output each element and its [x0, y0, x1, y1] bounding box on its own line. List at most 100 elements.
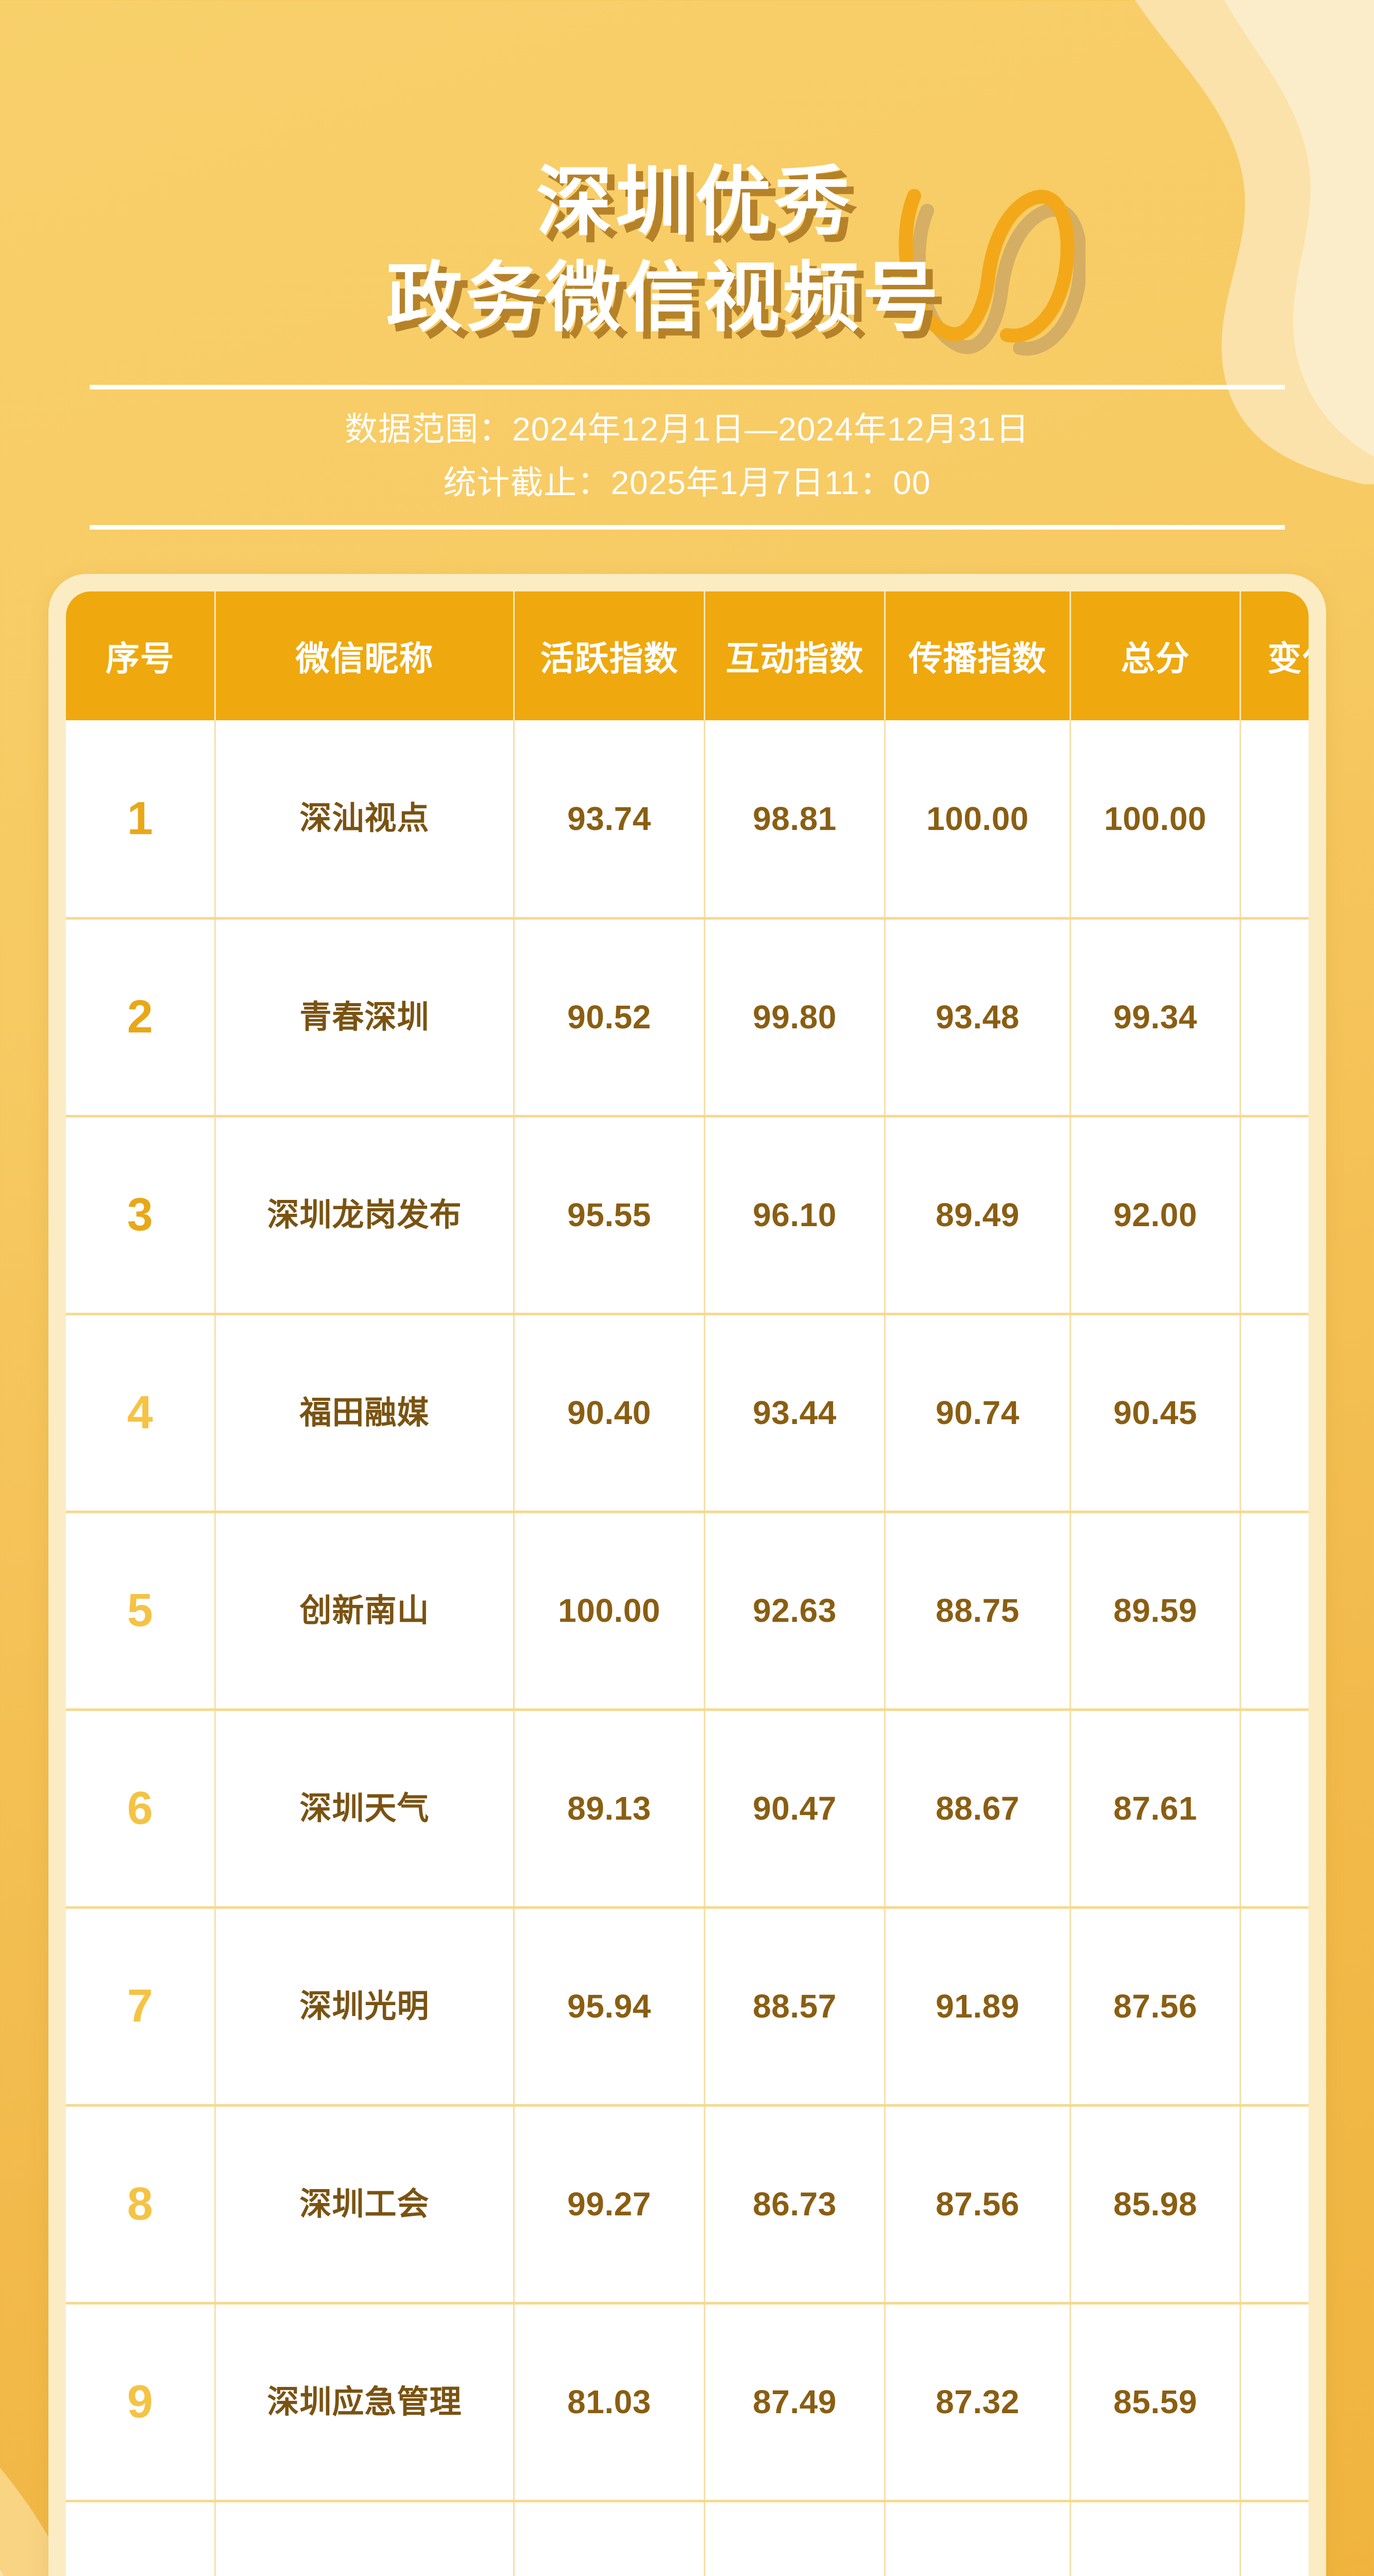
cell-total: 85.98 [1070, 2105, 1241, 2304]
cell-interaction: 86.73 [704, 2105, 886, 2304]
cell-nickname: 青春深圳 [215, 918, 515, 1117]
column-header-activity: 活跃指数 [514, 591, 705, 721]
title-block: 深圳优秀 政务微信视频号 [0, 155, 1374, 356]
spread-score: 100.00 [926, 800, 1029, 838]
cell-interaction: 96.10 [704, 1116, 886, 1315]
cell-spread: 93.48 [885, 918, 1071, 1117]
cell-trend [1240, 1709, 1309, 1909]
stat-cutoff-label: 统计截止：2025年1月7日11：00 [443, 464, 931, 501]
cell-rank: 4 [65, 1314, 216, 1513]
activity-score: 95.55 [567, 1196, 651, 1234]
cell-spread: 84.16 [885, 2501, 1071, 2576]
cell-trend [1240, 1907, 1309, 2107]
table-row: 9 深圳应急管理 81.03 87.49 87.32 85.59 [65, 2303, 1309, 2502]
cell-nickname: 深圳应急管理 [215, 2303, 515, 2502]
total-score: 92.00 [1113, 1196, 1197, 1234]
spread-score: 87.32 [936, 2383, 1020, 2421]
cell-interaction: 90.47 [704, 1709, 886, 1909]
total-score: 90.45 [1113, 1394, 1197, 1432]
total-score: 100.00 [1104, 800, 1207, 838]
account-name: 福田融媒 [299, 1395, 430, 1431]
cell-total: 85.59 [1070, 2303, 1241, 2502]
activity-score: 89.13 [567, 1790, 651, 1827]
cell-total: 87.56 [1070, 1907, 1241, 2107]
cell-total: 90.45 [1070, 1314, 1241, 1513]
cell-nickname: 深圳龙岗发布 [215, 1116, 515, 1315]
column-header-trend: 变化趋势 [1240, 591, 1309, 721]
trend-indicator [1241, 720, 1309, 917]
cell-trend [1240, 2501, 1309, 2576]
account-name: 深圳光明 [299, 1988, 430, 2024]
data-range-label: 数据范围：2024年12月1日—2024年12月31日 [345, 410, 1029, 448]
cell-spread: 91.89 [885, 1907, 1071, 2107]
activity-score: 90.40 [567, 1394, 651, 1432]
cell-nickname: 深圳工会 [215, 2105, 515, 2304]
cell-interaction: 93.44 [704, 1314, 886, 1513]
column-header-interaction: 互动指数 [704, 591, 886, 721]
total-score: 89.59 [1113, 1592, 1197, 1630]
cell-total: 99.34 [1070, 918, 1241, 1117]
total-score: 87.61 [1113, 1790, 1197, 1827]
table-row: 8 深圳工会 99.27 86.73 87.56 85.98 [65, 2105, 1309, 2304]
cell-interaction: 88.91 [704, 2501, 886, 2576]
trend-indicator [1241, 1909, 1309, 2104]
activity-score: 93.74 [567, 800, 651, 838]
account-name: 创新南山 [299, 1592, 430, 1629]
rank-number: 2 [127, 991, 153, 1043]
activity-score: 99.27 [567, 2185, 651, 2223]
rank-number: 3 [127, 1189, 153, 1241]
cell-interaction: 87.49 [704, 2303, 886, 2502]
cell-activity: 95.55 [514, 1116, 705, 1315]
cell-trend [1240, 1512, 1309, 1711]
account-name: 深圳龙岗发布 [267, 1197, 462, 1233]
column-header-nickname: 微信昵称 [215, 591, 515, 721]
cell-rank: 3 [65, 1116, 216, 1315]
page-title-line-2: 政务微信视频号 [386, 256, 942, 341]
cell-activity: 79.34 [514, 2501, 705, 2576]
spread-score: 87.56 [936, 2185, 1020, 2223]
table-header: 序号 微信昵称 活跃指数 互动指数 传播指数 总分 变化趋势 [65, 591, 1309, 721]
cell-rank: 2 [65, 918, 216, 1117]
interaction-score: 86.73 [753, 2185, 837, 2223]
rank-number: 4 [127, 1387, 153, 1439]
cell-interaction: 88.57 [704, 1907, 886, 2107]
rank-number: 5 [127, 1585, 153, 1637]
interaction-score: 92.63 [753, 1592, 837, 1630]
cell-trend [1240, 2105, 1309, 2304]
account-name: 青春深圳 [299, 999, 430, 1035]
cell-total: 89.59 [1070, 1512, 1241, 1711]
spread-score: 91.89 [936, 1988, 1020, 2025]
cell-nickname: 深圳天气 [215, 1709, 515, 1909]
column-header-rank: 序号 [65, 591, 216, 721]
total-score: 85.98 [1113, 2185, 1197, 2223]
cell-rank: 8 [65, 2105, 216, 2304]
cell-rank: 6 [65, 1709, 216, 1909]
trend-indicator [1241, 1711, 1309, 1906]
total-score: 85.59 [1113, 2383, 1197, 2421]
cell-activity: 93.74 [514, 720, 705, 920]
table-row: 1 深汕视点 93.74 98.81 100.00 100.00 [65, 720, 1309, 920]
cell-total: 100.00 [1070, 720, 1241, 920]
cell-rank: 1 [65, 720, 216, 920]
activity-score: 81.03 [567, 2383, 651, 2421]
cell-spread: 88.67 [885, 1709, 1071, 1909]
cell-spread: 88.75 [885, 1512, 1071, 1711]
cell-total: 85.45 [1070, 2501, 1241, 2576]
account-name: 深圳工会 [299, 2186, 430, 2222]
interaction-score: 99.80 [753, 998, 837, 1036]
cell-activity: 100.00 [514, 1512, 705, 1711]
interaction-score: 87.49 [753, 2383, 837, 2421]
cell-rank: 9 [65, 2303, 216, 2502]
account-name: 深圳天气 [299, 1790, 430, 1826]
spread-score: 90.74 [936, 1394, 1020, 1432]
table-row: 5 创新南山 100.00 92.63 88.75 89.59 [65, 1512, 1309, 1711]
wechat-channels-logo-icon [898, 189, 1085, 356]
ranking-card: 序号 微信昵称 活跃指数 互动指数 传播指数 总分 变化趋势 1 深汕视点 93.7… [48, 574, 1326, 2576]
cell-activity: 89.13 [514, 1709, 705, 1909]
activity-score: 95.94 [567, 1988, 651, 2025]
interaction-score: 90.47 [753, 1790, 837, 1827]
table-row: 2 青春深圳 90.52 99.80 93.48 99.34 [65, 918, 1309, 1117]
cell-total: 87.61 [1070, 1709, 1241, 1909]
column-header-spread: 传播指数 [885, 591, 1071, 721]
cell-rank: 5 [65, 1512, 216, 1711]
